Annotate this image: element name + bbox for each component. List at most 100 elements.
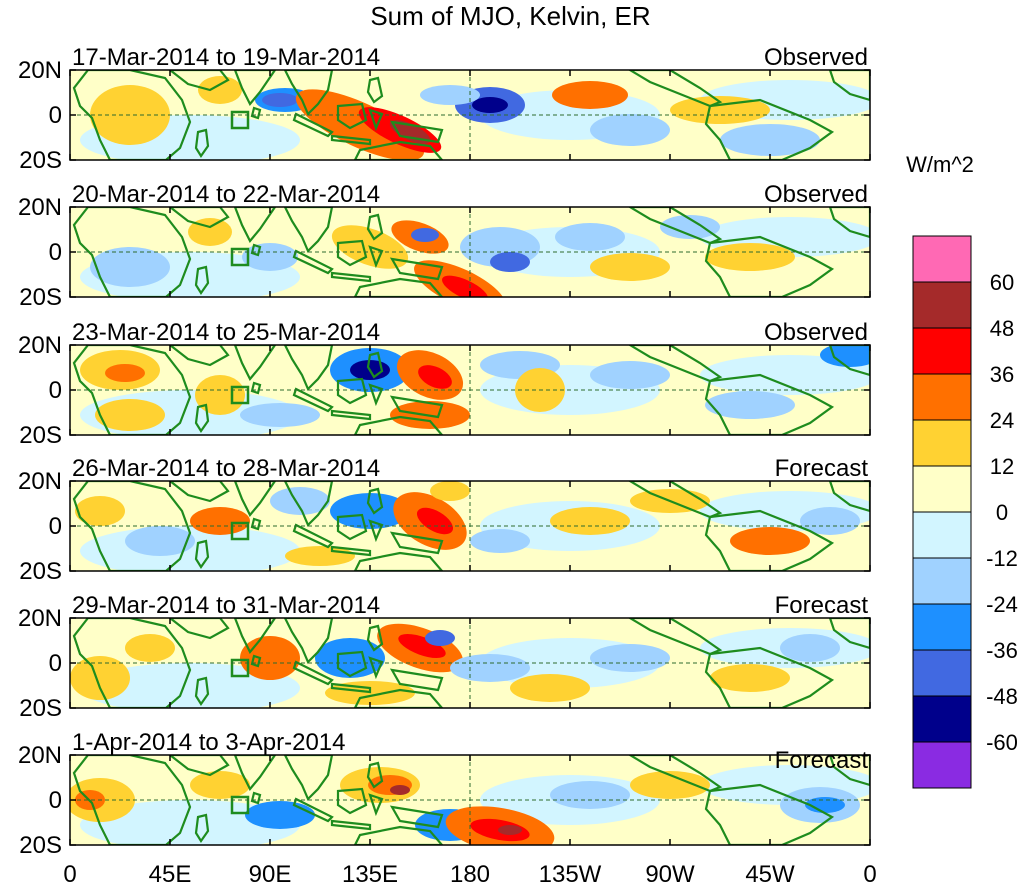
anomaly-region [190, 507, 250, 535]
colorbar-swatch [912, 603, 972, 651]
anomaly-region [700, 355, 870, 395]
colorbar-swatch [912, 695, 972, 743]
region-box [230, 521, 250, 541]
lon-label: 180 [450, 861, 490, 888]
lon-label: 45W [745, 861, 795, 888]
lat-label: 20N [18, 468, 62, 495]
anomaly-region [90, 247, 170, 287]
anomaly-region [125, 526, 195, 556]
colorbar-label: -24 [986, 592, 1018, 617]
colorbar-label: 24 [990, 408, 1014, 433]
colorbar-label: -12 [986, 546, 1018, 571]
anomaly-region [472, 97, 508, 113]
lat-label: 20S [19, 695, 62, 722]
panel-date-range: 29-Mar-2014 to 31-Mar-2014 [72, 592, 380, 619]
lat-label: 0 [49, 377, 62, 404]
anomaly-region [105, 364, 145, 382]
anomaly-region [270, 487, 330, 515]
anomaly-region [552, 81, 628, 109]
lon-label: 90E [249, 861, 292, 888]
lat-label: 0 [49, 513, 62, 540]
lat-label: 20S [19, 558, 62, 585]
anomaly-region [800, 507, 860, 535]
anomaly-region [590, 253, 670, 281]
anomaly-region [198, 76, 242, 104]
colorbar-swatch [912, 465, 972, 513]
colorbar-swatch [912, 281, 972, 329]
anomaly-region [590, 361, 670, 389]
colorbar-label: 60 [990, 270, 1014, 295]
lon-label: 0 [63, 861, 76, 888]
anomaly-region [125, 634, 175, 662]
anomaly-region [710, 664, 790, 692]
anomaly-region [550, 507, 630, 535]
lat-label: 20N [18, 742, 62, 769]
anomaly-region [805, 797, 845, 813]
anomaly-region [705, 243, 795, 271]
anomaly-region [70, 656, 130, 700]
colorbar-label: -36 [986, 638, 1018, 663]
panel-date-range: 26-Mar-2014 to 28-Mar-2014 [72, 455, 380, 482]
anomaly-region [330, 493, 410, 529]
lat-label: 20N [18, 57, 62, 84]
colorbar-swatch [912, 373, 972, 421]
colorbar-swatch [912, 649, 972, 697]
anomaly-region [80, 663, 300, 708]
panel-status: Forecast [775, 592, 869, 619]
anomaly-region [590, 114, 670, 146]
anomaly-region [398, 633, 446, 659]
colorbar-label: -48 [986, 684, 1018, 709]
anomaly-region [780, 634, 840, 662]
anomaly-region [820, 345, 870, 367]
colorbar-swatch [912, 511, 972, 559]
lat-label: 20S [19, 147, 62, 174]
panel-status: Observed [764, 44, 868, 71]
map-panel [69, 206, 871, 298]
lat-label: 20N [18, 605, 62, 632]
region-box [230, 795, 250, 815]
anomaly-region [660, 215, 720, 239]
lat-label: 20N [18, 332, 62, 359]
map-panel [69, 617, 871, 709]
lon-label: 135E [342, 861, 398, 888]
region-box [230, 110, 250, 130]
panel-date-range: 23-Mar-2014 to 25-Mar-2014 [72, 319, 380, 346]
lon-label: 135W [539, 861, 602, 888]
anomaly-region [195, 375, 245, 415]
anomaly-region [425, 630, 455, 646]
anomaly-region [245, 801, 315, 829]
colorbar-swatch [912, 557, 972, 605]
map-panel [69, 480, 871, 572]
anomaly-region [242, 243, 298, 271]
lat-label: 0 [49, 787, 62, 814]
lat-label: 20S [19, 284, 62, 311]
panel-date-range: 17-Mar-2014 to 19-Mar-2014 [72, 44, 380, 71]
lon-label: 90W [645, 861, 695, 888]
anomaly-region [95, 399, 165, 431]
lat-label: 0 [49, 239, 62, 266]
colorbar-units: W/m^2 [906, 152, 974, 177]
region-box [230, 247, 250, 267]
panel-status: Forecast [775, 747, 869, 774]
anomaly-region [315, 638, 385, 678]
anomaly-region [705, 391, 795, 419]
anomaly-region [430, 481, 470, 501]
anomaly-region [555, 223, 625, 251]
colorbar-label: -60 [986, 730, 1018, 755]
anomaly-region [590, 644, 670, 672]
anomaly-region [80, 800, 300, 845]
lat-label: 0 [49, 102, 62, 129]
colorbar-swatch [912, 327, 972, 375]
colorbar-label: 36 [990, 362, 1014, 387]
anomaly-region [442, 275, 488, 297]
anomaly-region [630, 771, 710, 799]
anomaly-region [262, 93, 298, 107]
anomaly-region [240, 403, 320, 427]
anomaly-region [550, 781, 630, 809]
colorbar-swatch [912, 235, 972, 283]
anomaly-region [389, 120, 431, 144]
anomaly-region [510, 674, 590, 702]
panel-status: Observed [764, 181, 868, 208]
chart-title: Sum of MJO, Kelvin, ER [370, 1, 651, 31]
